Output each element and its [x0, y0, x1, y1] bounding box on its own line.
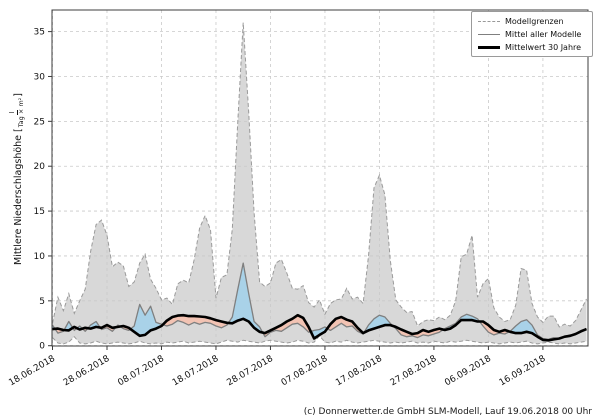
above-normal-fill: [228, 263, 263, 333]
y-axis-unit-denominator: Tag × m²: [16, 97, 25, 128]
below-normal-fill: [162, 315, 229, 328]
x-tick-label: 28.06.2018: [62, 354, 112, 389]
x-tick-label: 18.07.2018: [171, 354, 221, 389]
y-tick-label: 30: [34, 72, 46, 82]
y-tick-label: 35: [34, 28, 45, 38]
y-axis-label-suffix: ]: [12, 93, 24, 97]
x-tick-label: 17.08.2018: [334, 354, 384, 389]
y-tick-label: 10: [34, 252, 46, 262]
y-tick-label: 25: [34, 117, 45, 127]
above-normal-fill: [310, 326, 328, 339]
x-tick-label: 27.08.2018: [389, 354, 439, 389]
plot-frame: [51, 9, 589, 347]
mean-30y-line: [52, 313, 587, 342]
legend-item-mittel-aller-modelle: Mittel aller Modelle: [478, 29, 586, 39]
y-axis-label-prefix: Mittlere Niederschlagshöhe [: [12, 128, 24, 266]
x-tick-label: 18.06.2018: [7, 354, 57, 389]
above-normal-fill: [509, 319, 587, 341]
model-upper-bound-line: [52, 22, 587, 328]
dashed-line-sample-icon: [478, 20, 500, 22]
model-mean-line: [51, 262, 587, 341]
y-tick-label: 0: [39, 342, 45, 352]
x-tick-label: 28.07.2018: [225, 354, 275, 389]
x-tick-label: 16.09.2018: [498, 354, 548, 389]
legend-label: Mittelwert 30 Jahre: [505, 42, 582, 52]
x-tick-label: 06.09.2018: [443, 354, 493, 389]
black-line-sample-icon: [478, 45, 500, 49]
y-tick-label: 5: [39, 297, 45, 307]
gray-line-sample-icon: [478, 33, 500, 35]
below-normal-fill: [262, 315, 311, 337]
y-axis-label: Mittlere Niederschlagshöhe [ l Tag × m² …: [8, 9, 27, 349]
legend-item-mittelwert-30-jahre: Mittelwert 30 Jahre: [478, 42, 586, 52]
y-tick-label: 20: [34, 162, 46, 172]
legend: Modellgrenzen Mittel aller Modelle Mitte…: [471, 11, 593, 57]
y-tick-label: 15: [34, 207, 45, 217]
copyright-caption: (c) Donnerwetter.de GmbH SLM-Modell, Lau…: [303, 407, 592, 417]
x-tick-label: 07.08.2018: [280, 354, 330, 389]
y-axis-unit-fraction: l Tag × m²: [8, 97, 25, 128]
legend-label: Mittel aller Modelle: [505, 29, 582, 39]
legend-item-modellgrenzen: Modellgrenzen: [478, 16, 586, 26]
x-tick-label: 08.07.2018: [116, 354, 166, 389]
model-range-band: [52, 22, 587, 344]
legend-label: Modellgrenzen: [505, 16, 564, 26]
